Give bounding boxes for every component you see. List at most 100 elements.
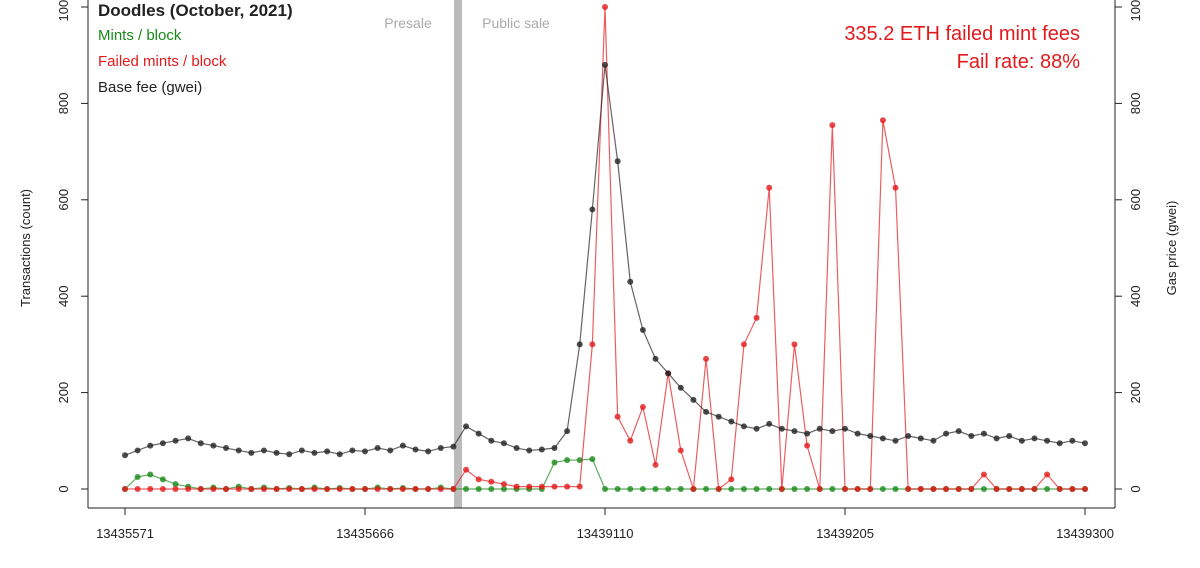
data-point	[172, 481, 179, 488]
data-point	[892, 437, 899, 444]
data-point	[185, 435, 192, 442]
x-tick-label: 13439300	[1056, 526, 1114, 541]
data-point	[652, 486, 659, 492]
data-point	[1006, 432, 1013, 439]
data-point	[879, 435, 886, 442]
data-point	[842, 425, 848, 432]
data-point	[298, 447, 305, 454]
data-point	[905, 486, 912, 492]
data-point	[134, 486, 141, 492]
annotation: Public sale	[482, 15, 550, 31]
data-point	[980, 471, 987, 478]
y2-tick-label: 0	[1128, 485, 1143, 492]
data-point	[993, 486, 1000, 492]
data-point	[728, 486, 735, 492]
data-point	[665, 370, 672, 377]
data-point	[879, 486, 886, 492]
data-point	[930, 486, 937, 492]
data-point	[475, 486, 482, 492]
data-point	[829, 122, 836, 129]
data-point	[437, 486, 444, 492]
data-point	[513, 483, 520, 490]
data-point	[955, 428, 962, 435]
data-point	[450, 486, 457, 492]
data-point	[463, 486, 470, 492]
data-point	[399, 442, 406, 449]
data-point	[336, 451, 343, 458]
data-point	[513, 445, 520, 452]
data-point	[564, 457, 571, 464]
data-point	[753, 425, 760, 432]
data-point	[1082, 486, 1088, 492]
y2-tick-label: 200	[1128, 382, 1143, 404]
data-point	[943, 486, 950, 492]
data-point	[980, 486, 987, 492]
data-point	[576, 457, 583, 464]
data-point	[589, 456, 596, 463]
data-point	[488, 486, 495, 492]
data-point	[1082, 440, 1088, 447]
data-point	[412, 486, 419, 492]
data-point	[753, 314, 760, 321]
data-point	[677, 384, 684, 391]
data-point	[728, 418, 735, 425]
data-point	[1044, 486, 1051, 492]
data-point	[943, 430, 950, 437]
data-point	[766, 486, 773, 492]
data-point	[538, 446, 545, 453]
data-point	[311, 486, 318, 492]
data-point	[387, 447, 394, 454]
data-point	[223, 445, 230, 452]
data-point	[159, 486, 166, 492]
data-point	[816, 425, 823, 432]
data-point	[526, 483, 533, 490]
data-point	[627, 278, 634, 285]
data-point	[715, 486, 722, 492]
data-point	[804, 442, 811, 449]
data-point	[1069, 437, 1076, 444]
data-point	[740, 423, 747, 430]
data-point	[576, 341, 583, 348]
y-tick-label: 1000	[56, 0, 71, 21]
y2-axis-label: Gas price (gwei)	[1164, 201, 1179, 296]
data-point	[223, 486, 230, 492]
data-point	[892, 486, 899, 492]
data-point	[147, 486, 154, 492]
data-point	[917, 435, 924, 442]
data-point	[311, 449, 318, 456]
data-point	[564, 483, 571, 490]
data-point	[210, 442, 217, 449]
data-point	[652, 461, 659, 468]
data-point	[804, 430, 811, 437]
data-point	[968, 486, 975, 492]
data-point	[968, 432, 975, 439]
data-point	[955, 486, 962, 492]
data-point	[450, 443, 457, 450]
data-point	[677, 447, 684, 454]
data-point	[260, 486, 267, 492]
y2-tick-label: 800	[1128, 93, 1143, 115]
data-point	[387, 486, 394, 492]
data-point	[589, 206, 596, 213]
y-tick-label: 600	[56, 189, 71, 211]
data-point	[463, 466, 470, 473]
data-point	[500, 486, 507, 492]
data-point	[639, 326, 646, 333]
data-point	[715, 413, 722, 420]
data-point	[362, 448, 368, 455]
data-point	[665, 486, 672, 492]
data-point	[122, 452, 128, 459]
data-point	[551, 483, 558, 490]
data-point	[475, 476, 482, 483]
data-point	[677, 486, 684, 492]
y2-tick-label: 400	[1128, 285, 1143, 307]
data-point	[475, 430, 482, 437]
data-point	[816, 486, 823, 492]
data-point	[791, 428, 798, 435]
data-point	[374, 486, 381, 492]
data-point	[248, 486, 255, 492]
data-point	[753, 486, 760, 492]
y-axis-label: Transactions (count)	[18, 189, 33, 307]
data-point	[425, 486, 432, 492]
data-point	[614, 486, 621, 492]
